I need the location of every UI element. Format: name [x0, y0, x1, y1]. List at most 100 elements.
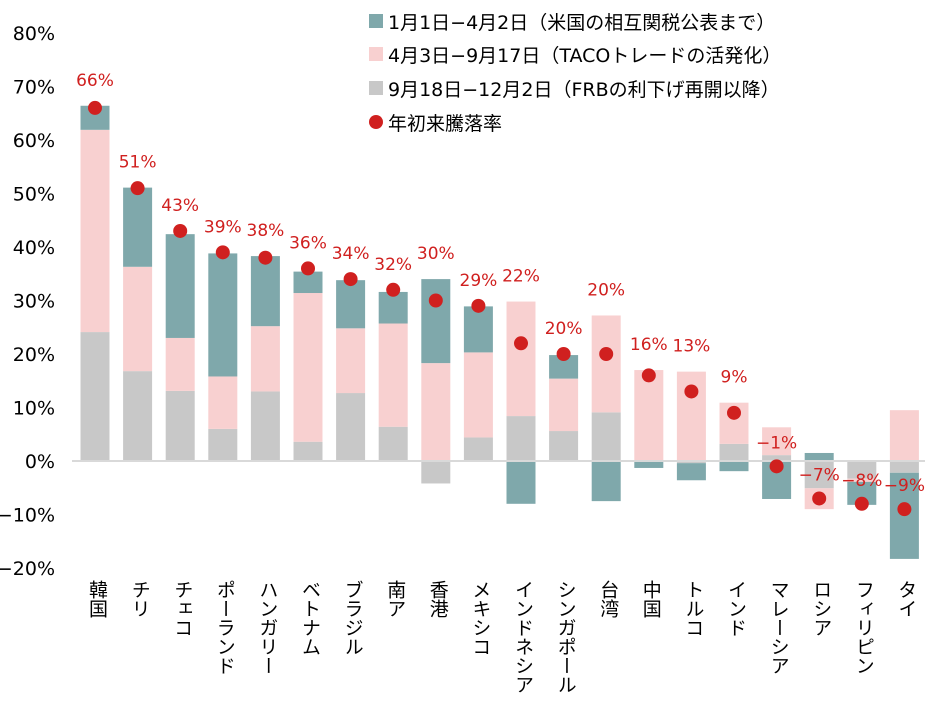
y-tick-label: 40% [13, 237, 55, 259]
total-marker [514, 336, 528, 351]
bar-segment-1 [123, 371, 153, 461]
legend-item-period2: 4月3日−9月17日（TACOトレードの活発化） [369, 45, 781, 67]
bar-segment-2 [634, 370, 664, 461]
bar-segment-2 [165, 337, 195, 391]
total-marker [684, 384, 699, 399]
bar-segment-1 [336, 393, 366, 461]
legend: 1月1日−4月2日（米国の相互関税公表まで） 4月3日−9月17日（TACOトレ… [369, 12, 781, 135]
total-marker [471, 298, 486, 313]
bar-segment-1 [506, 416, 536, 461]
y-tick-label: 10% [13, 398, 55, 420]
bar-segment-3 [634, 461, 664, 468]
legend-label: 年初来騰落率 [388, 113, 502, 135]
x-tick-label: インド [725, 580, 747, 637]
data-label: −8% [841, 471, 882, 491]
total-markers: 66% 51% 43%39% 38%36%34%32%30%29% 22% 20%20% 1… [76, 71, 925, 517]
data-label: 22% [502, 267, 540, 287]
legend-label: 9月18日−12月2日（FRBの利下げ再開以降） [388, 79, 780, 101]
total-marker [88, 100, 102, 115]
x-tick-label: 韓国 [86, 580, 108, 618]
x-tick-label: チェコ [171, 580, 193, 637]
legend-label: 4月3日−9月17日（TACOトレードの活発化） [388, 45, 781, 67]
total-marker [812, 491, 827, 506]
bar-segment-1 [378, 426, 408, 461]
data-label: 66% [76, 71, 114, 91]
bar-segment-1 [250, 391, 280, 461]
legend-swatch [369, 47, 383, 61]
data-label: 32% [374, 255, 412, 275]
bar-group [847, 461, 877, 505]
bar-segment-3 [378, 291, 408, 324]
bar-group [293, 271, 323, 461]
bar-group [676, 371, 706, 481]
bar-segment-1 [719, 443, 749, 461]
bar-segment-3 [676, 463, 706, 481]
total-marker [386, 282, 401, 297]
data-label: 20% [545, 319, 583, 339]
bar-segment-3 [463, 306, 493, 353]
bar-segment-2 [208, 376, 238, 429]
total-marker [343, 272, 358, 287]
bar-segment-1 [676, 461, 706, 464]
data-label: 9% [721, 368, 748, 388]
y-tick-label: 60% [13, 130, 55, 152]
x-tick-label: タイ [895, 580, 917, 618]
bar-segment-2 [549, 378, 579, 432]
bar-segment-3 [250, 256, 280, 327]
x-tick-label: ポーランド [214, 580, 236, 675]
total-marker [301, 261, 315, 276]
bar-segment-1 [293, 441, 323, 461]
bar-segment-1 [165, 390, 195, 461]
bar-segment-3 [336, 280, 366, 329]
bar-segment-2 [463, 352, 493, 438]
bar-segment-2 [762, 427, 792, 456]
x-tick-label: チリ [129, 580, 151, 618]
data-label: 51% [119, 153, 157, 173]
bars-layer [80, 105, 919, 559]
data-label: 38% [247, 221, 285, 241]
data-label: 20% [587, 280, 625, 300]
total-marker [556, 347, 571, 361]
legend-item-period1: 1月1日−4月2日（米国の相互関税公表まで） [369, 12, 775, 34]
bar-segment-2 [889, 410, 919, 461]
total-marker [854, 496, 869, 511]
x-axis: 韓国 チリ チェコ ポーランド ハンガリー ベトナム ブラジル 南ア 香港 メキシコ インドネシアシ… [86, 580, 917, 694]
data-label: 43% [161, 196, 199, 216]
legend-swatch [369, 81, 383, 95]
bar-group [762, 427, 792, 499]
total-marker [599, 347, 614, 361]
legend-item-total: 年初来騰落率 [369, 113, 502, 135]
x-tick-label: ブラジル [342, 580, 364, 656]
bar-segment-2 [591, 315, 621, 413]
y-tick-label: 80% [13, 23, 55, 45]
bar-group [80, 105, 110, 461]
x-tick-label: 香港 [427, 580, 449, 618]
x-tick-label: フィリピン [853, 580, 875, 675]
bar-group [165, 234, 195, 461]
legend-swatch [369, 14, 383, 28]
x-tick-label: 台湾 [597, 580, 619, 619]
x-tick-label: 南ア [384, 580, 406, 618]
bar-segment-3 [165, 234, 195, 338]
bar-segment-1 [208, 428, 238, 461]
bar-segment-1 [421, 461, 451, 484]
y-tick-label: 20% [13, 344, 55, 366]
bar-group [591, 315, 621, 502]
y-tick-label: −10% [0, 505, 55, 527]
bar-segment-3 [719, 461, 749, 472]
total-marker [641, 368, 656, 383]
bar-segment-3 [123, 187, 153, 267]
bar-group [506, 301, 536, 504]
bar-group [208, 253, 238, 461]
data-label: −1% [756, 433, 797, 453]
bar-segment-3 [506, 461, 536, 504]
bar-group [123, 187, 153, 461]
x-tick-label: インドネシア [512, 580, 534, 694]
y-axis: −20% −10% 0% 10% 20% 30% 40% 50% 60% 70% 80% [0, 23, 55, 580]
bar-segment-2 [336, 328, 366, 394]
bar-segment-2 [421, 363, 451, 461]
bar-segment-1 [762, 455, 792, 461]
data-label: 13% [673, 337, 711, 357]
bar-segment-2 [80, 129, 110, 333]
total-marker [130, 181, 145, 196]
